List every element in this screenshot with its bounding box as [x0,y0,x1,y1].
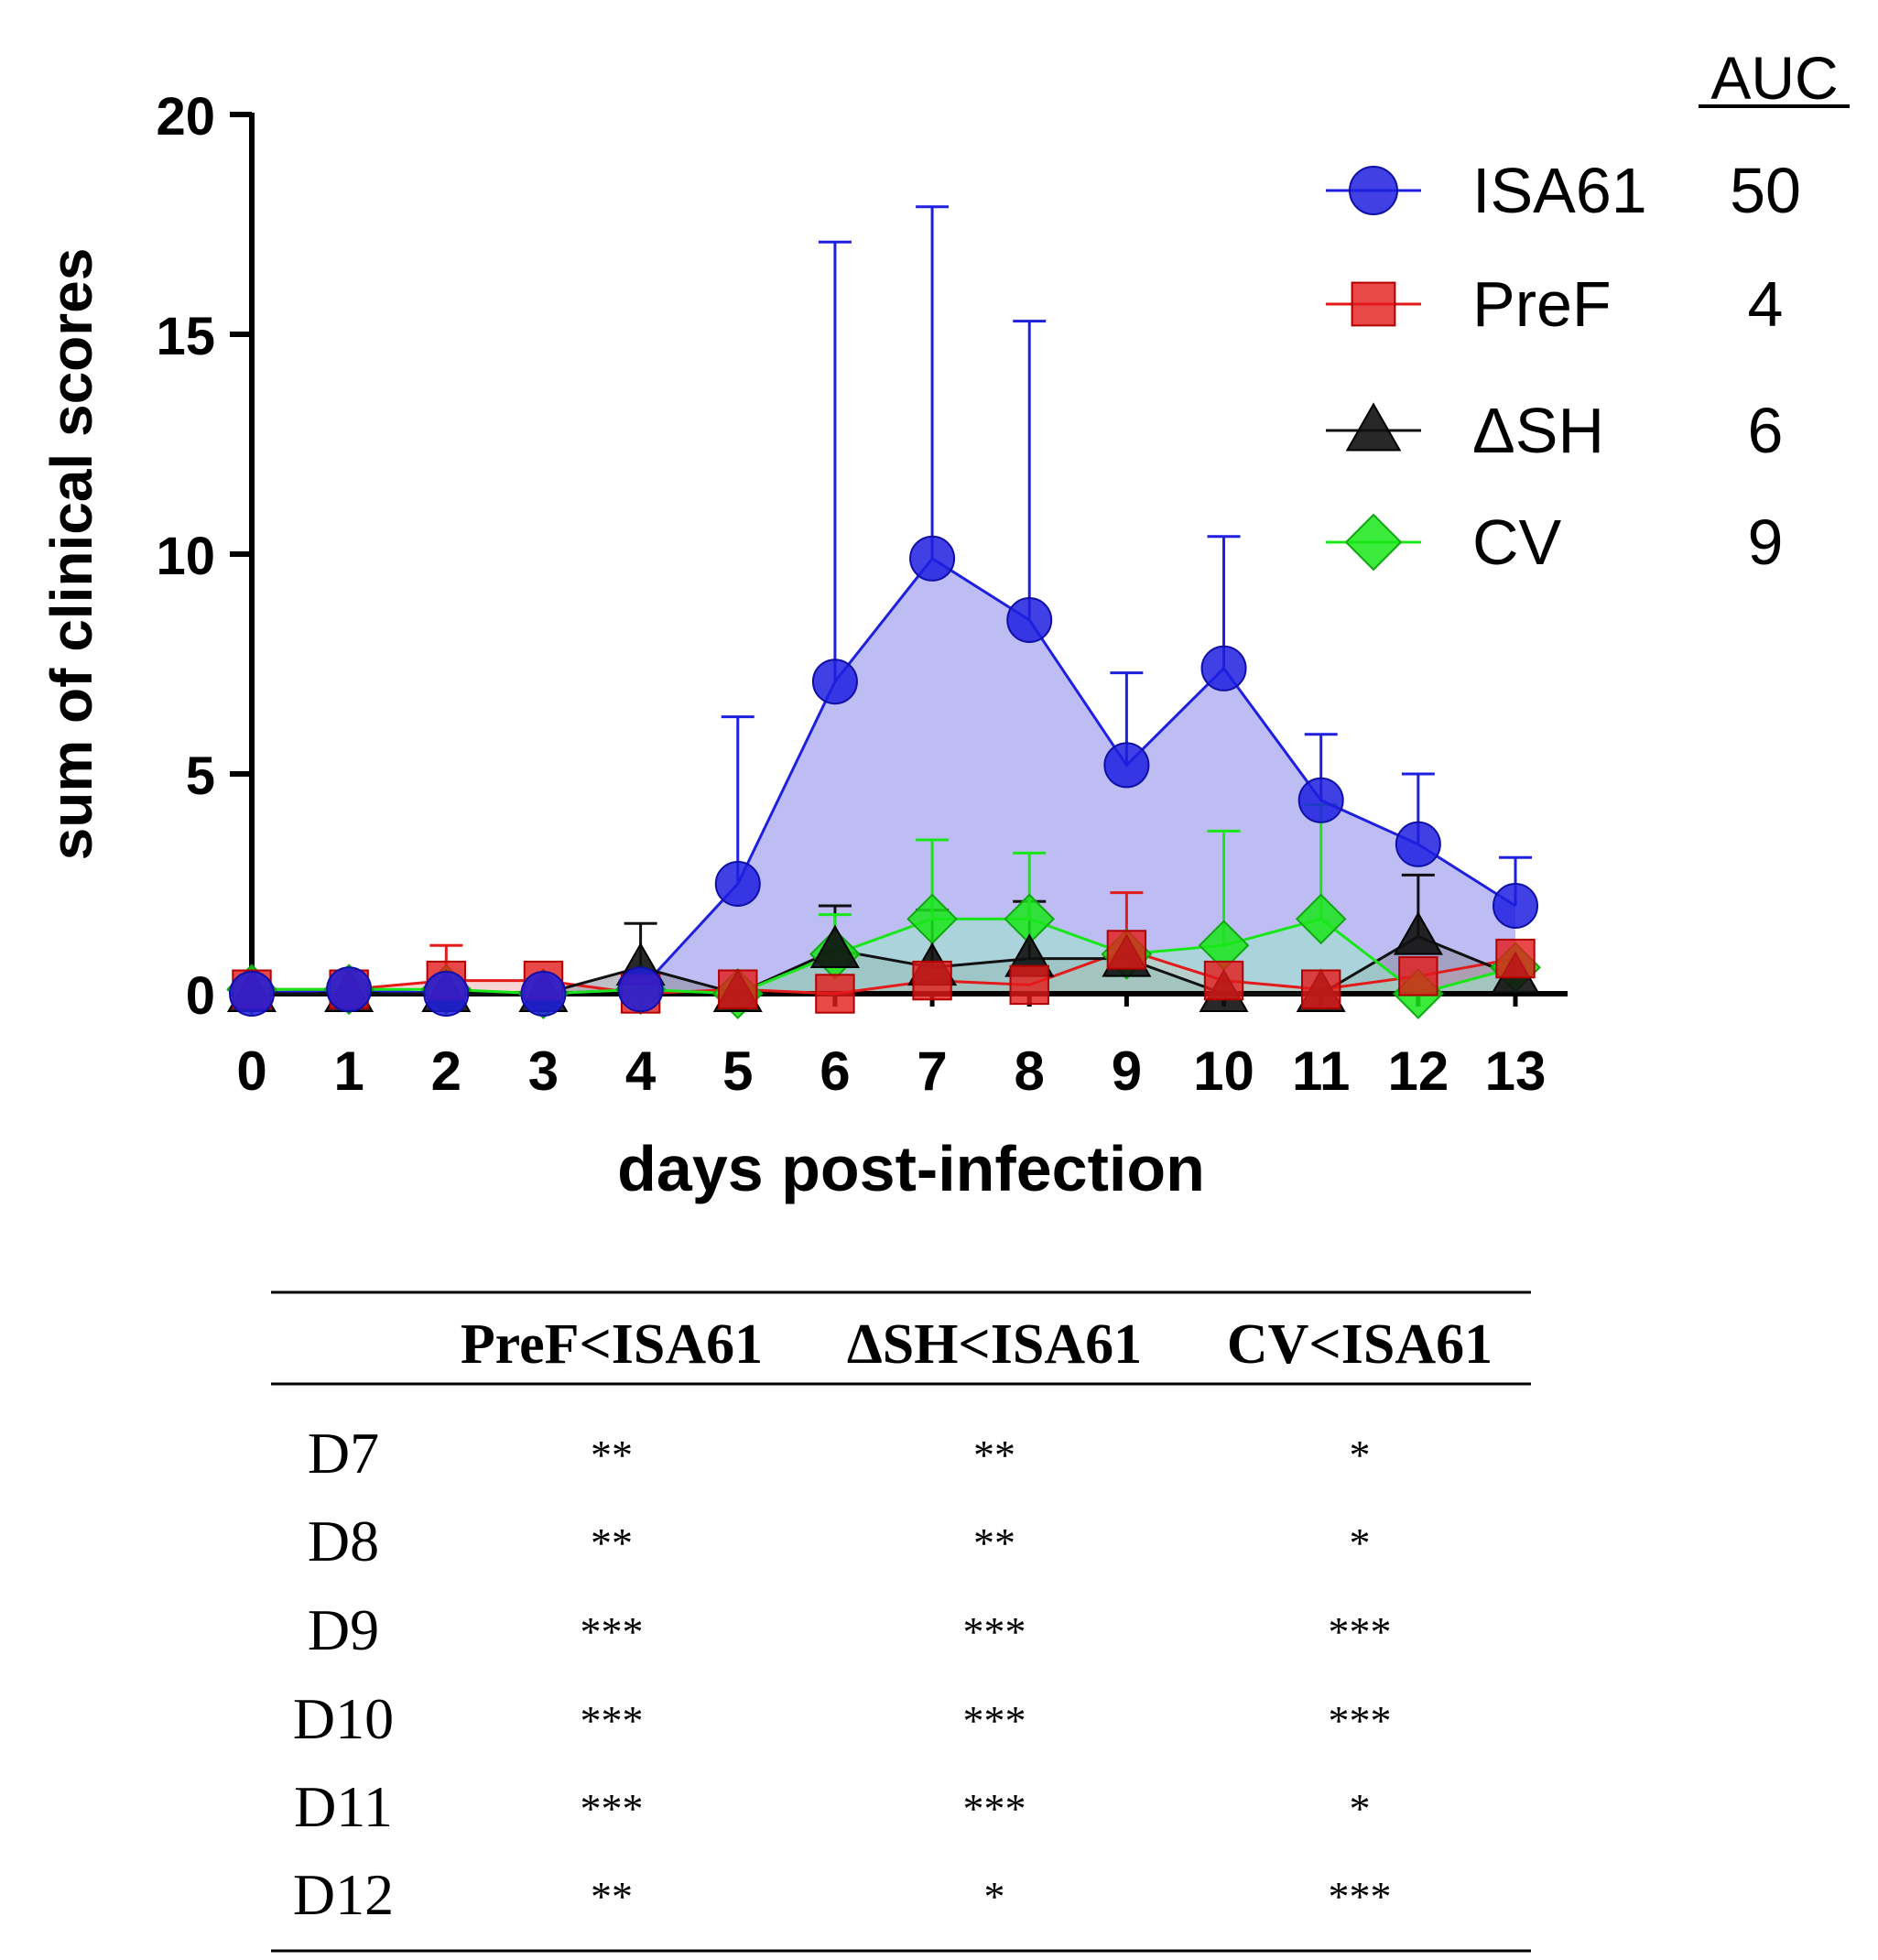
legend-label-CV: CV [1472,506,1562,578]
table-cell: * [984,1873,1005,1920]
data-point-ISA61 [326,966,373,1013]
data-point-ISA61 [229,971,275,1017]
data-point-PreF [1495,938,1536,979]
x-tick-label: 12 [1387,1040,1449,1102]
data-point-PreF [815,974,855,1014]
error-bars [429,205,1532,981]
table-row-label: D8 [308,1508,379,1573]
legend-marker-ISA61 [1349,166,1398,215]
legend: AUC ISA61 50 PreF 4 ΔSH 6 CV 9 [1326,44,1850,578]
data-point-ISA61 [909,535,956,582]
fill-area-ISA61 [252,558,1515,994]
data-point-ISA61 [423,971,470,1017]
legend-auc-PreF: 4 [1748,268,1784,340]
legend-auc-ΔSH: 6 [1748,395,1784,466]
table-row-label: D10 [293,1686,394,1751]
data-point-ΔSH [809,924,860,968]
x-tick-label: 13 [1485,1040,1547,1102]
table-cell: ** [591,1432,633,1478]
legend-label-PreF: PreF [1472,268,1612,340]
x-tick-label: 3 [528,1040,559,1102]
x-tick-label: 4 [625,1040,657,1102]
legend-label-ISA61: ISA61 [1472,155,1647,226]
x-tick-label: 9 [1112,1040,1142,1102]
table-row-label: D12 [293,1862,394,1927]
legend-auc-header: AUC [1710,44,1838,112]
y-tick-label: 0 [186,966,215,1026]
fill-area-CV [252,919,1515,994]
y-axis-label: sum of clinical scores [38,248,104,861]
y-tick-label: 10 [156,527,215,586]
x-tick-label: 1 [333,1040,364,1102]
data-point-PreF [1398,956,1438,996]
table-row-label: D9 [308,1597,379,1662]
x-tick-label: 6 [820,1040,850,1102]
x-tick-label: 10 [1193,1040,1254,1102]
data-point-ISA61 [811,659,858,705]
data-point-ISA61 [1006,597,1053,643]
data-point-PreF [1203,960,1244,1001]
table-cell: * [1350,1432,1371,1478]
y-tick-label: 15 [156,307,215,366]
data-point-ISA61 [714,861,761,907]
x-tick-label: 5 [722,1040,753,1102]
table-cell: *** [581,1785,644,1832]
series-markers [226,535,1541,1019]
data-point-PreF [1009,964,1049,1006]
data-point-ISA61 [1200,645,1247,691]
x-tick-label: 7 [917,1040,947,1102]
data-point-ISA61 [1103,742,1150,789]
table-header-cell: ΔSH<ISA61 [847,1313,1142,1376]
table-cell: ** [973,1432,1015,1478]
data-point-ISA61 [520,971,567,1017]
legend-marker-PreF [1351,281,1396,327]
series-fill-areas [252,558,1515,994]
legend-auc-ISA61: 50 [1730,155,1801,226]
data-point-PreF [1300,969,1341,1009]
data-point-CV [1295,893,1347,945]
data-point-PreF [1106,930,1147,970]
table-cell: *** [1329,1697,1392,1744]
legend-marker-CV [1344,513,1403,572]
table-cell: *** [963,1785,1026,1832]
data-point-ISA61 [1493,883,1538,929]
table-cell: * [1350,1785,1371,1832]
x-tick-label: 8 [1015,1040,1045,1102]
table-cell: ** [973,1519,1015,1566]
data-point-ISA61 [617,966,664,1013]
table-cell: *** [1329,1873,1392,1920]
table-row-label: D7 [308,1421,379,1486]
table-header-cell: CV<ISA61 [1227,1313,1493,1376]
table-cell: *** [1329,1608,1392,1655]
table-cell: *** [963,1697,1026,1744]
data-point-ISA61 [1395,821,1441,867]
axis-labels: days post-infection sum of clinical score… [38,248,1205,1204]
table-cell: *** [963,1608,1026,1655]
y-tick-label: 20 [156,87,215,147]
data-point-ΔSH [1393,911,1443,955]
legend-auc-CV: 9 [1748,506,1784,578]
table-cell: *** [581,1608,644,1655]
table-row-label: D11 [294,1774,393,1839]
table-cell: ** [591,1873,633,1920]
x-tick-label: 0 [236,1040,266,1102]
legend-label-ΔSH: ΔSH [1472,395,1604,466]
data-point-ISA61 [1297,777,1344,823]
table-cell: *** [581,1697,644,1744]
table-header-cell: PreF<ISA61 [461,1313,763,1376]
data-point-PreF [912,960,952,1001]
data-point-PreF [718,969,758,1009]
y-tick-label: 5 [186,746,215,806]
legend-marker-ΔSH [1345,402,1402,452]
table-cell: * [1350,1519,1371,1566]
table-cell: ** [591,1519,633,1566]
x-tick-label: 2 [431,1040,461,1102]
x-tick-label: 11 [1292,1040,1350,1102]
x-axis-label: days post-infection [617,1133,1205,1204]
